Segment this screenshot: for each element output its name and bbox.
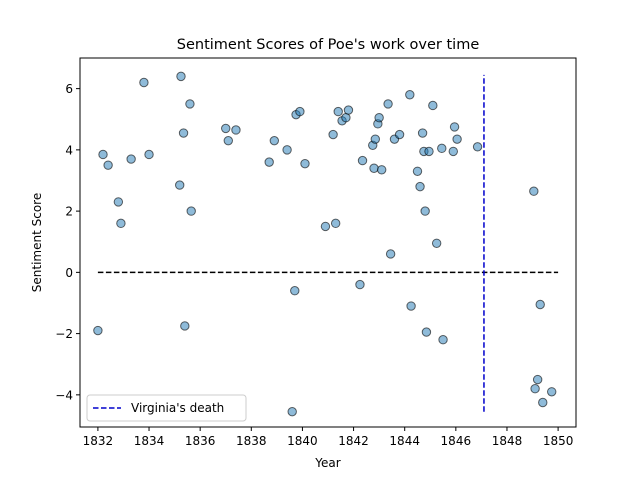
data-point — [103, 160, 113, 170]
data-point — [264, 157, 274, 167]
data-point — [231, 125, 241, 135]
data-point — [437, 143, 447, 154]
data-point — [383, 99, 393, 109]
reference-lines — [97, 74, 559, 412]
y-tick-label: 0 — [65, 266, 73, 280]
x-tick-label: 1846 — [441, 434, 472, 448]
data-point — [98, 149, 108, 160]
y-tick-label: 6 — [65, 82, 73, 96]
data-point — [341, 113, 351, 123]
data-point — [449, 122, 460, 132]
data-point — [406, 301, 416, 311]
x-tick-label: 1832 — [83, 434, 114, 448]
data-point — [448, 146, 458, 157]
data-point — [180, 321, 190, 331]
data-point — [472, 142, 483, 152]
data-point — [328, 129, 338, 140]
data-point — [300, 158, 310, 169]
data-point — [369, 163, 379, 173]
data-point — [538, 397, 548, 408]
data-point — [421, 327, 432, 337]
data-point — [355, 279, 365, 290]
y-tick-label: 2 — [65, 205, 73, 219]
x-tick-label: 1836 — [185, 434, 216, 448]
data-point — [535, 299, 545, 310]
data-point — [415, 181, 425, 192]
data-point — [424, 146, 434, 157]
legend-box — [86, 394, 247, 422]
data-point — [175, 180, 185, 190]
data-point — [113, 197, 124, 207]
data-point — [431, 238, 442, 248]
data-point — [330, 218, 341, 229]
data-point — [185, 99, 195, 109]
y-tick-label: 4 — [65, 143, 73, 157]
data-point — [385, 249, 396, 259]
data-point — [374, 113, 384, 123]
data-point — [333, 106, 343, 117]
x-tick-label: 1844 — [389, 434, 420, 448]
data-point — [376, 165, 387, 175]
x-tick-label: 1838 — [236, 434, 267, 448]
data-point — [370, 134, 380, 144]
x-axis-ticks: 1832 1834 1836 1838 1840 1842 1844 1846 1848 1850 — [83, 427, 574, 448]
data-point — [186, 206, 196, 216]
data-point — [290, 286, 300, 296]
data-point — [320, 221, 331, 232]
x-axis-title: Year — [314, 456, 340, 470]
data-point — [221, 123, 231, 134]
data-point — [178, 128, 189, 138]
plot-area — [80, 58, 576, 427]
y-axis-title: Sentiment Score — [30, 193, 44, 292]
data-point — [417, 128, 428, 138]
data-point — [428, 100, 438, 111]
data-point — [287, 406, 297, 417]
data-point — [547, 387, 557, 397]
data-point — [532, 374, 543, 385]
chart-title: Sentiment Scores of Poe's work over time — [177, 37, 480, 53]
data-point — [176, 71, 186, 82]
data-point — [452, 134, 462, 144]
y-tick-label: −2 — [55, 327, 73, 341]
data-point — [405, 90, 415, 100]
y-tick-label: −4 — [55, 388, 73, 402]
data-point — [529, 186, 539, 196]
data-point — [126, 154, 136, 164]
data-point — [394, 129, 405, 140]
data-point — [420, 206, 430, 216]
x-tick-label: 1840 — [287, 434, 318, 448]
plot-frame — [79, 57, 577, 428]
data-points — [93, 71, 557, 417]
x-tick-label: 1834 — [134, 434, 165, 448]
legend: Virginia's death — [86, 394, 247, 422]
data-point — [269, 135, 280, 146]
data-point — [438, 335, 448, 345]
data-point — [412, 166, 423, 177]
legend-label-virginias-death: Virginia's death — [131, 401, 224, 415]
data-point — [139, 77, 149, 88]
data-point — [530, 384, 540, 394]
data-point — [295, 106, 305, 117]
data-point — [93, 325, 103, 336]
data-point — [357, 155, 368, 166]
data-point — [116, 218, 126, 229]
data-point — [282, 145, 292, 155]
x-tick-label: 1850 — [543, 434, 574, 448]
data-point — [144, 149, 154, 160]
x-tick-label: 1848 — [492, 434, 523, 448]
data-point — [223, 135, 233, 146]
data-point — [343, 105, 354, 115]
y-axis-ticks: −4 −2 0 2 4 6 — [55, 82, 80, 402]
x-tick-label: 1842 — [338, 434, 369, 448]
